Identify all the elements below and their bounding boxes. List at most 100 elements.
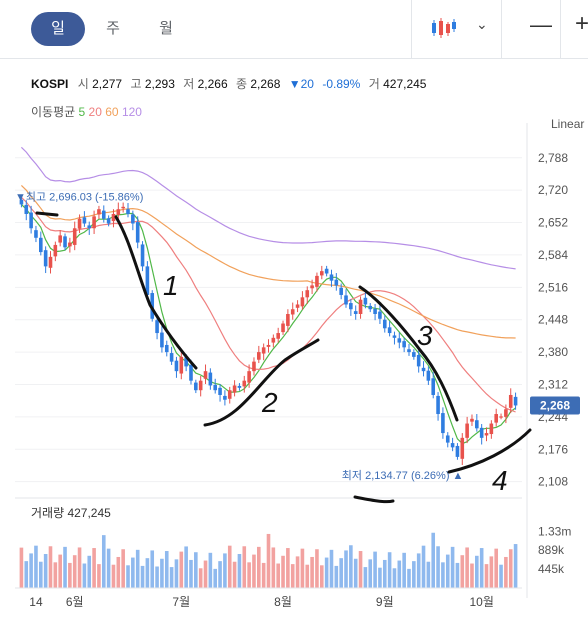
candle-body xyxy=(479,427,484,438)
candle-body xyxy=(300,297,305,307)
candle-body xyxy=(58,235,62,243)
candle-body xyxy=(436,395,440,415)
x-tick-label: 10월 xyxy=(469,595,493,609)
candle-body xyxy=(489,423,494,435)
volume-bar xyxy=(227,545,232,588)
volume-bar xyxy=(87,555,92,588)
tab-month[interactable]: 월 xyxy=(159,20,173,37)
volume-bar xyxy=(39,561,43,588)
volume-bar xyxy=(445,554,450,588)
candle-body xyxy=(29,212,33,229)
candle-body xyxy=(82,217,87,224)
volume-bar xyxy=(281,555,285,588)
price-tick-label: 2,584 xyxy=(538,248,568,262)
candle-body xyxy=(508,394,513,408)
volume-bar xyxy=(412,561,416,588)
volume-bar xyxy=(261,562,266,588)
volume-bar xyxy=(504,556,508,588)
current-price-badge xyxy=(530,396,580,415)
chevron-down-icon[interactable]: ⌄ xyxy=(476,16,488,32)
volume-bar xyxy=(373,551,377,588)
candle-body xyxy=(194,382,198,391)
zoom-in-button[interactable]: + xyxy=(575,10,588,37)
candle-body xyxy=(227,390,232,399)
change-value: ▼20 xyxy=(288,77,314,91)
candle-body xyxy=(329,274,334,281)
candle-body xyxy=(77,218,82,229)
volume-bar xyxy=(174,559,179,588)
x-tick-label: 6월 xyxy=(66,595,84,609)
candle-body xyxy=(441,413,445,434)
candle-body xyxy=(261,347,266,354)
volume-bar xyxy=(58,554,62,588)
candle-body xyxy=(97,209,101,215)
tab-day[interactable]: 일 xyxy=(31,12,85,46)
volume-bar xyxy=(34,545,38,588)
volume-bar xyxy=(368,559,373,588)
tab-week[interactable]: 주 xyxy=(106,20,120,37)
symbol: KOSPI xyxy=(31,77,69,91)
ma20-line xyxy=(20,196,516,413)
candle-body xyxy=(426,370,431,381)
volume-bar xyxy=(334,565,339,588)
change-percent: -0.89% xyxy=(322,77,361,91)
ma5-label[interactable]: 5 xyxy=(78,105,86,119)
volume-bar xyxy=(135,549,140,588)
candle-body xyxy=(504,409,508,417)
candle-body xyxy=(358,299,363,314)
zoom-out-button[interactable]: — xyxy=(530,12,552,37)
volume-bar xyxy=(77,547,82,588)
candle-body xyxy=(223,395,227,400)
volume-bar xyxy=(392,568,397,588)
volume-bar xyxy=(450,546,455,588)
volume-bar xyxy=(479,548,484,588)
candle-body xyxy=(387,327,392,334)
volume-bar xyxy=(145,558,150,588)
volume-bar xyxy=(460,555,465,588)
volume-bar xyxy=(68,562,72,588)
ma20-label[interactable]: 20 xyxy=(88,105,102,119)
candle-body xyxy=(257,352,261,360)
volume-bar xyxy=(324,557,329,588)
candle-body xyxy=(286,314,290,326)
volume-bar xyxy=(43,554,48,588)
divider xyxy=(501,0,502,58)
ma120-label[interactable]: 120 xyxy=(121,105,142,119)
volume-bar xyxy=(121,549,125,588)
price-tick-label: 2,380 xyxy=(538,345,568,359)
candle-body xyxy=(373,308,377,314)
ma60-label[interactable]: 60 xyxy=(105,105,119,119)
volume-bar xyxy=(257,546,261,588)
annotation-stroke xyxy=(353,495,395,504)
volume-tick-label: 445k xyxy=(538,562,565,576)
open-value: 2,277 xyxy=(92,77,123,91)
volume-tick-label: 1.33m xyxy=(538,524,571,538)
volume-bar xyxy=(223,553,227,588)
volume-bar xyxy=(441,562,445,588)
volume-bar xyxy=(29,553,33,588)
candle-body xyxy=(281,323,285,333)
candle-body xyxy=(412,352,416,357)
volume-bar xyxy=(160,558,164,588)
candle-body xyxy=(450,443,455,448)
volume-bar xyxy=(208,552,213,588)
candle-body xyxy=(431,378,436,395)
ma60-line xyxy=(20,184,516,339)
handwritten-annotation: 4 xyxy=(492,465,508,496)
volume-bar xyxy=(329,549,334,588)
volume-bar xyxy=(72,555,77,588)
candle-body xyxy=(164,344,169,353)
volume-bar xyxy=(184,546,188,588)
candle-body xyxy=(295,304,300,308)
candle-body xyxy=(48,256,53,268)
candlestick-icon[interactable] xyxy=(430,16,458,40)
price-tick-label: 2,312 xyxy=(538,377,568,391)
ma-label: 이동평균 xyxy=(31,105,76,119)
scale-mode-toggle[interactable]: Linear xyxy=(551,117,585,131)
candle-body xyxy=(475,420,479,429)
candle-body xyxy=(407,349,411,353)
candle-body xyxy=(368,305,373,310)
high-value: 2,293 xyxy=(144,77,175,91)
volume-bar xyxy=(189,559,193,588)
